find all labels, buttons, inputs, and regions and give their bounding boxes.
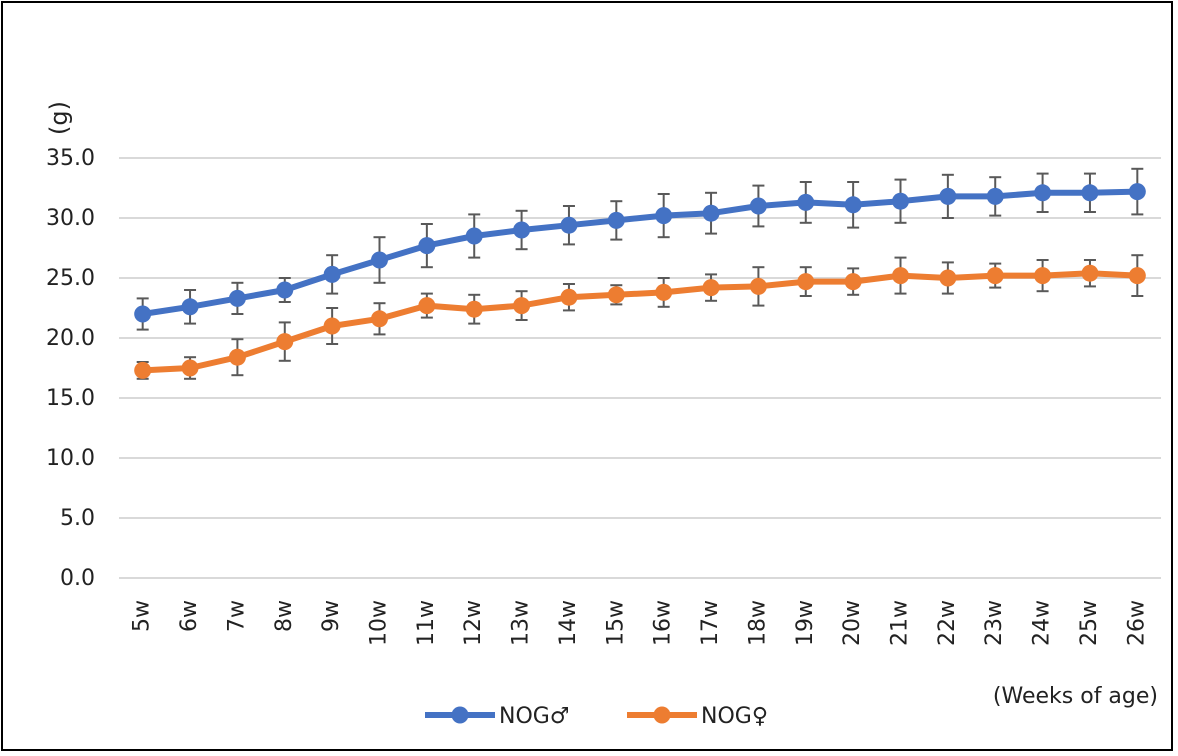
x-tick-label: 13w bbox=[509, 600, 534, 646]
y-axis-tick-labels: 0.0 5.0 10.0 15.0 20.0 25.0 30.0 35.0 bbox=[46, 146, 95, 591]
line-chart: 0.0 5.0 10.0 15.0 20.0 25.0 30.0 35.0 (g) 5w 6w 7… bbox=[45, 101, 1161, 729]
data-point bbox=[702, 204, 720, 222]
data-point bbox=[939, 187, 957, 205]
y-tick-label: 25.0 bbox=[46, 266, 95, 291]
x-tick-label: 24w bbox=[1030, 600, 1055, 646]
data-point bbox=[418, 237, 436, 255]
legend-label: NOG♀ bbox=[701, 704, 768, 729]
x-tick-label: 20w bbox=[840, 600, 865, 646]
data-point bbox=[134, 361, 152, 379]
data-point bbox=[418, 297, 436, 315]
x-tick-label: 21w bbox=[888, 600, 913, 646]
y-tick-label: 20.0 bbox=[46, 326, 95, 351]
data-point bbox=[323, 317, 341, 335]
data-point bbox=[702, 279, 720, 297]
data-point bbox=[513, 221, 531, 239]
x-tick-label: 9w bbox=[319, 600, 344, 632]
legend: NOG♂ NOG♀ bbox=[425, 704, 768, 729]
series-lines bbox=[139, 188, 1141, 374]
data-point bbox=[892, 192, 909, 210]
data-point bbox=[134, 305, 152, 323]
data-point bbox=[371, 310, 388, 328]
legend-marker bbox=[653, 706, 671, 724]
x-tick-label: 25w bbox=[1077, 600, 1102, 646]
data-point bbox=[655, 283, 673, 301]
x-tick-label: 10w bbox=[367, 600, 392, 646]
data-point bbox=[513, 297, 531, 315]
x-tick-label: 18w bbox=[745, 600, 770, 646]
data-point bbox=[892, 267, 909, 285]
y-tick-label: 15.0 bbox=[46, 386, 95, 411]
series-line-2 bbox=[139, 270, 1141, 374]
data-point bbox=[1034, 267, 1052, 285]
data-point bbox=[797, 273, 815, 291]
x-tick-label: 16w bbox=[651, 600, 676, 646]
data-points bbox=[134, 183, 1146, 379]
data-point bbox=[1081, 264, 1099, 282]
x-tick-label: 6w bbox=[177, 600, 202, 632]
data-point bbox=[181, 359, 199, 377]
data-point bbox=[560, 216, 578, 234]
x-tick-label: 12w bbox=[461, 600, 486, 646]
data-point bbox=[986, 187, 1004, 205]
y-tick-label: 35.0 bbox=[46, 146, 95, 171]
x-tick-label: 22w bbox=[935, 600, 960, 646]
x-tick-label: 7w bbox=[224, 600, 249, 632]
data-point bbox=[560, 288, 578, 306]
x-tick-label: 26w bbox=[1124, 600, 1149, 646]
data-point bbox=[465, 300, 483, 318]
y-tick-label: 5.0 bbox=[60, 506, 95, 531]
x-tick-label: 11w bbox=[414, 600, 439, 646]
y-axis-unit-label: (g) bbox=[45, 101, 73, 135]
data-point bbox=[228, 348, 246, 366]
data-point bbox=[465, 227, 483, 245]
data-point bbox=[797, 193, 815, 211]
legend-item: NOG♀ bbox=[627, 704, 768, 729]
data-point bbox=[1081, 184, 1099, 202]
x-tick-label: 5w bbox=[130, 600, 155, 632]
data-point bbox=[844, 273, 862, 291]
data-point bbox=[323, 265, 341, 283]
x-tick-label: 15w bbox=[603, 600, 628, 646]
data-point bbox=[228, 289, 246, 307]
x-tick-label: 8w bbox=[272, 600, 297, 632]
data-point bbox=[1034, 184, 1052, 202]
legend-item: NOG♂ bbox=[425, 704, 570, 729]
y-tick-label: 0.0 bbox=[60, 566, 95, 591]
x-tick-label: 19w bbox=[793, 600, 818, 646]
y-tick-label: 30.0 bbox=[46, 206, 95, 231]
data-point bbox=[655, 207, 673, 225]
x-tick-label: 14w bbox=[556, 600, 581, 646]
x-axis-tick-labels: 5w 6w 7w 8w 9w 10w 11w 12w 13w 14w 15w 16w 17w 18w 19w… bbox=[130, 600, 1150, 646]
legend-marker bbox=[451, 706, 469, 724]
x-axis-title: (Weeks of age) bbox=[993, 684, 1158, 709]
data-point bbox=[276, 333, 294, 351]
data-point bbox=[986, 267, 1004, 285]
data-point bbox=[276, 281, 294, 299]
legend-label: NOG♂ bbox=[499, 704, 570, 729]
data-point bbox=[1128, 267, 1146, 285]
data-point bbox=[939, 269, 957, 287]
data-point bbox=[607, 286, 625, 304]
y-tick-label: 10.0 bbox=[46, 446, 95, 471]
data-point bbox=[181, 298, 199, 316]
data-point bbox=[371, 251, 388, 269]
series-line-1 bbox=[139, 188, 1141, 317]
data-point bbox=[607, 211, 625, 229]
x-tick-label: 23w bbox=[982, 600, 1007, 646]
x-tick-label: 17w bbox=[698, 600, 723, 646]
data-point bbox=[749, 197, 767, 215]
data-point bbox=[1128, 183, 1146, 201]
data-point bbox=[844, 196, 862, 214]
data-point bbox=[749, 277, 767, 295]
